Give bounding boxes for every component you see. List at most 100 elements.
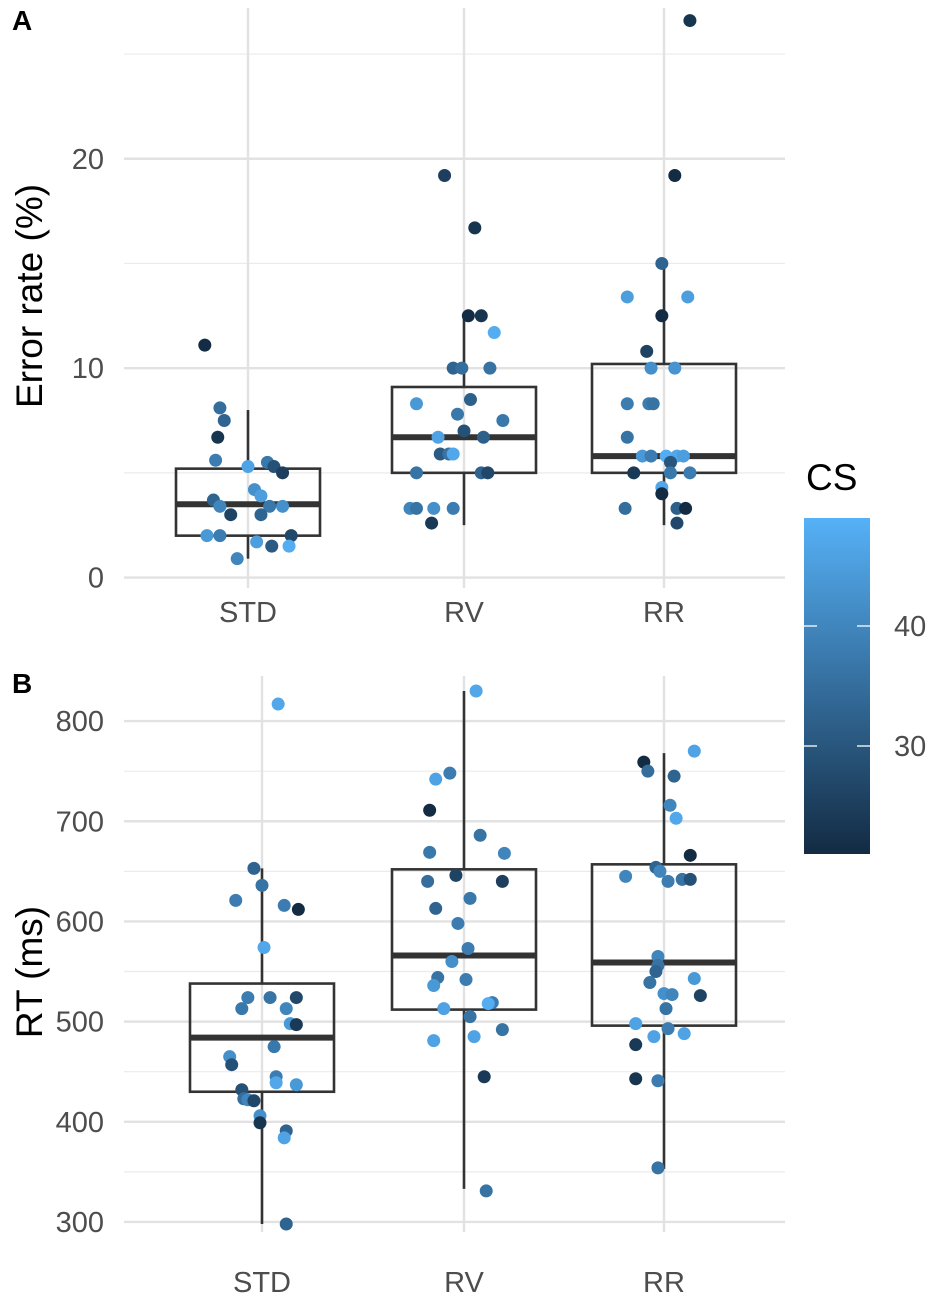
data-point-rv bbox=[429, 772, 443, 786]
data-point-std bbox=[265, 539, 279, 553]
colorbar-tick-label: 40 bbox=[894, 611, 926, 643]
data-point-std bbox=[217, 413, 231, 427]
data-point-rr bbox=[640, 344, 654, 358]
data-point-rr bbox=[618, 501, 632, 515]
data-point-rv bbox=[445, 955, 459, 969]
data-point-rv bbox=[425, 516, 439, 530]
data-point-rv bbox=[468, 221, 482, 235]
data-point-rv bbox=[477, 1070, 491, 1084]
data-point-std bbox=[247, 861, 261, 875]
data-point-std bbox=[241, 460, 255, 474]
data-point-std bbox=[257, 940, 271, 954]
data-point-rv bbox=[443, 766, 457, 780]
data-point-rv bbox=[459, 973, 473, 987]
data-point-rv bbox=[446, 447, 460, 461]
data-point-rv bbox=[463, 393, 477, 407]
data-point-rr bbox=[619, 869, 633, 883]
data-point-rv bbox=[481, 997, 495, 1011]
panel-a-y-axis-title: Error rate (%) bbox=[9, 184, 50, 408]
data-point-rv bbox=[463, 891, 477, 905]
data-point-rr bbox=[683, 466, 697, 480]
data-point-std bbox=[247, 1094, 261, 1108]
colorbar-legend: CS 30 40 bbox=[804, 457, 926, 854]
data-point-rv bbox=[481, 466, 495, 480]
data-point-std bbox=[200, 529, 214, 543]
x-tick-label-rv: RV bbox=[444, 1267, 484, 1299]
data-point-std bbox=[254, 489, 268, 503]
x-tick-label-std: STD bbox=[233, 1267, 291, 1299]
data-point-std bbox=[209, 453, 223, 467]
data-point-rv bbox=[467, 1030, 481, 1044]
data-point-std bbox=[282, 539, 296, 553]
data-point-rr bbox=[663, 455, 677, 469]
data-point-rr bbox=[653, 864, 667, 878]
data-point-rv bbox=[473, 828, 487, 842]
data-point-rr bbox=[687, 744, 701, 758]
data-point-std bbox=[253, 1116, 267, 1130]
y-tick-label: 500 bbox=[56, 1007, 104, 1039]
data-point-rr bbox=[629, 1038, 643, 1052]
data-point-std bbox=[198, 338, 212, 352]
data-point-rr bbox=[663, 466, 677, 480]
y-tick-label: 600 bbox=[56, 906, 104, 938]
data-point-std bbox=[276, 466, 290, 480]
data-point-std bbox=[250, 535, 264, 549]
data-point-std bbox=[271, 697, 285, 711]
data-point-std bbox=[284, 529, 298, 543]
data-point-rr bbox=[679, 501, 693, 515]
data-point-rv bbox=[423, 803, 437, 817]
data-point-std bbox=[279, 1002, 293, 1016]
data-point-rr bbox=[629, 1072, 643, 1086]
data-point-rr bbox=[651, 950, 665, 964]
data-point-rr bbox=[644, 449, 658, 463]
box-iqr bbox=[390, 385, 538, 475]
data-point-std bbox=[213, 499, 227, 513]
data-point-rv bbox=[483, 361, 497, 375]
panel-a-label: A bbox=[12, 5, 32, 36]
data-point-rv bbox=[409, 501, 423, 515]
data-point-rr bbox=[620, 430, 634, 444]
data-point-rv bbox=[423, 845, 437, 859]
data-point-std bbox=[224, 508, 238, 522]
data-point-rv bbox=[427, 501, 441, 515]
data-point-rr bbox=[647, 1030, 661, 1044]
data-point-std bbox=[254, 508, 268, 522]
data-point-rv bbox=[427, 979, 441, 993]
y-tick-label: 0 bbox=[88, 563, 104, 595]
data-point-rr bbox=[667, 769, 681, 783]
panel-b-label: B bbox=[12, 668, 32, 699]
data-point-rr bbox=[644, 361, 658, 375]
data-point-rv bbox=[495, 1023, 509, 1037]
y-tick-label: 10 bbox=[72, 353, 104, 385]
data-point-rv bbox=[446, 501, 460, 515]
y-tick-label: 300 bbox=[56, 1207, 104, 1239]
x-tick-label-std: STD bbox=[219, 597, 277, 629]
panel-a-error-rate: A Error rate (%) 0 10 20 STD RV RR bbox=[9, 5, 785, 629]
data-point-rr bbox=[655, 256, 669, 270]
data-point-std bbox=[213, 401, 227, 415]
data-point-rr bbox=[683, 848, 697, 862]
data-point-rv bbox=[461, 309, 475, 323]
data-point-rr bbox=[669, 811, 683, 825]
box-iqr bbox=[390, 868, 538, 1011]
box-rr bbox=[590, 753, 738, 1169]
data-point-std bbox=[291, 902, 305, 916]
data-point-rv bbox=[496, 413, 510, 427]
data-point-std bbox=[211, 430, 225, 444]
data-point-rv bbox=[449, 868, 463, 882]
box-rv bbox=[390, 315, 538, 526]
data-point-rr bbox=[651, 1161, 665, 1175]
data-point-rr bbox=[683, 14, 697, 28]
data-point-rr bbox=[620, 397, 634, 411]
data-point-rv bbox=[479, 1184, 493, 1198]
data-point-std bbox=[263, 991, 277, 1005]
data-point-rr bbox=[659, 1002, 673, 1016]
data-point-rr bbox=[668, 361, 682, 375]
panel-b-reaction-time: B RT (ms) 300 400 500 600 700 800 STD RV RR bbox=[9, 668, 785, 1299]
data-point-std bbox=[241, 991, 255, 1005]
data-point-rv bbox=[438, 169, 452, 183]
data-point-rv bbox=[495, 874, 509, 888]
data-point-rr bbox=[663, 798, 677, 812]
